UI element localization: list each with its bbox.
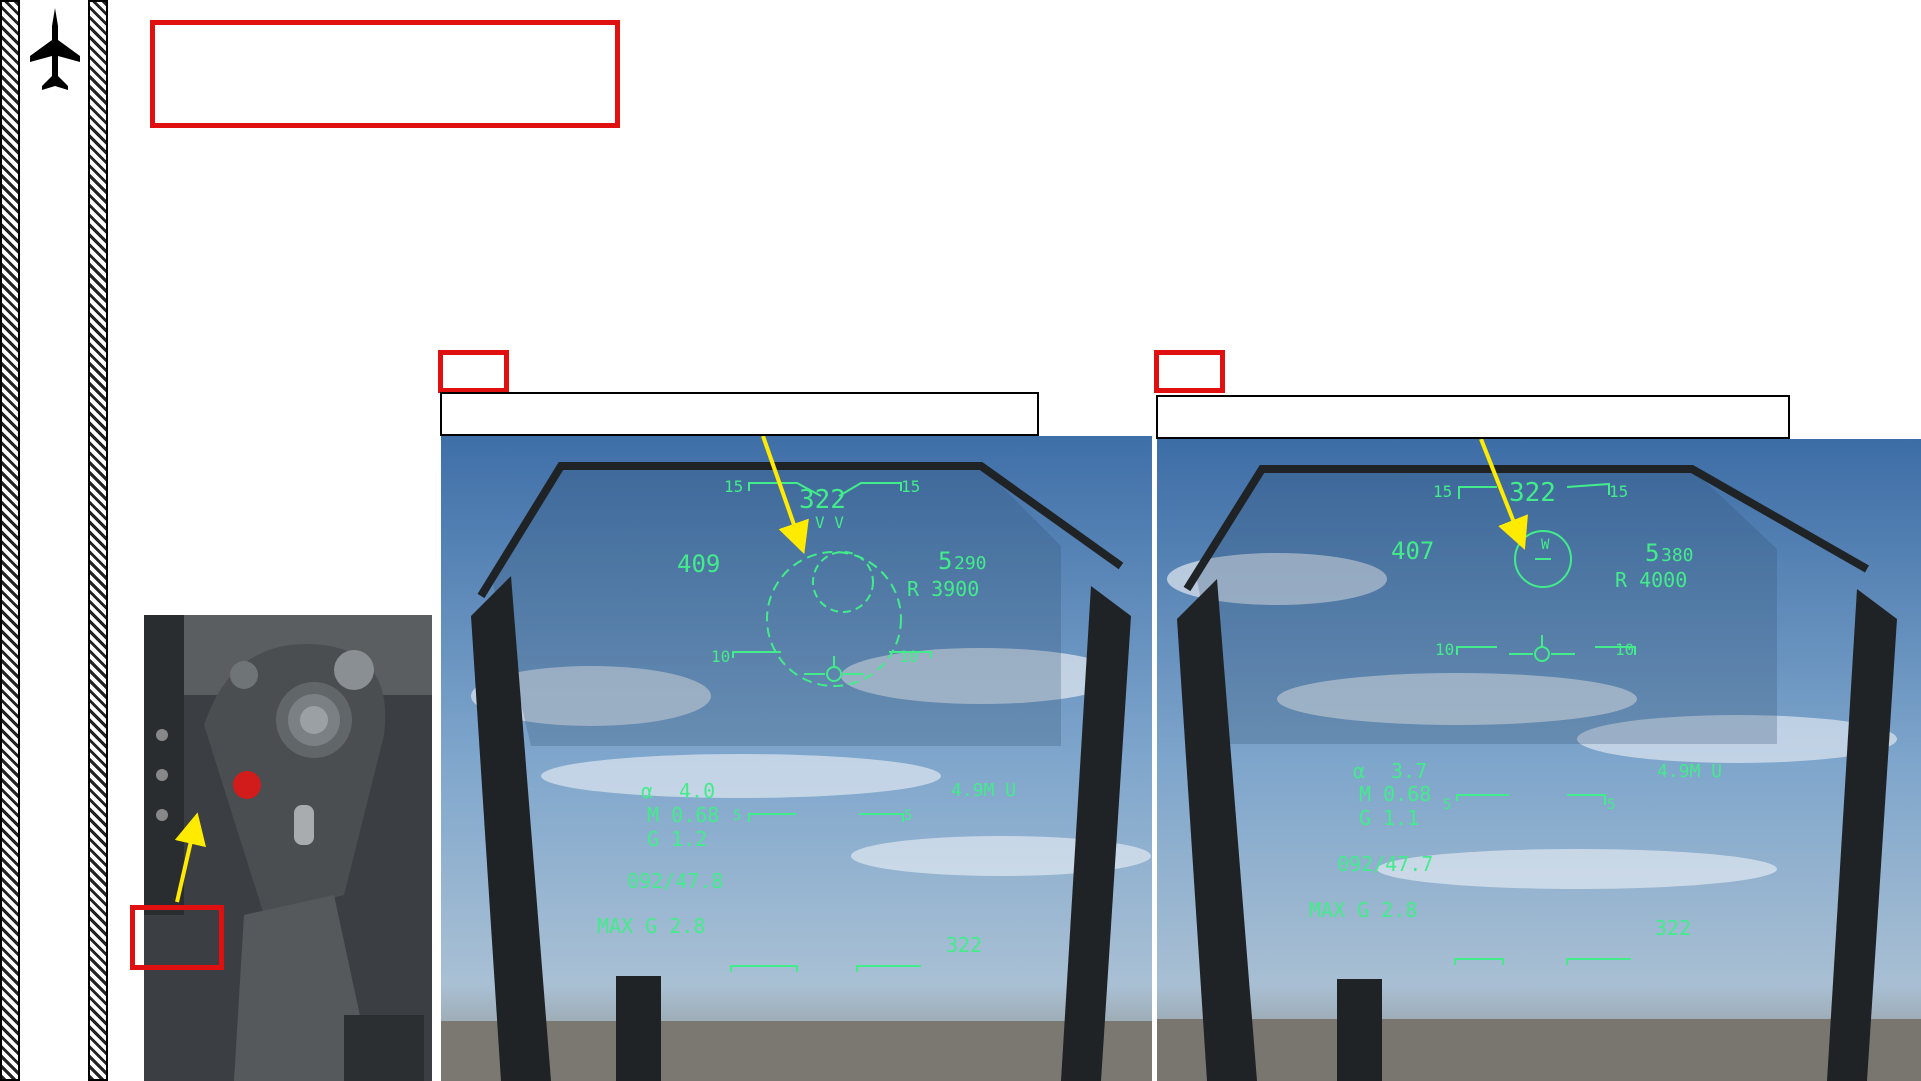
right-alpha: 3.7 [1391,759,1427,783]
left-pitch-15-left: 15 [724,477,743,496]
right-g: G 1.1 [1359,806,1419,830]
left-radar-alt: R 3900 [907,577,979,601]
left-altitude-small: 290 [954,553,987,574]
right-hud-view: 15 15 322 407 5 380 R 4000 W 10 10 α 3.7… [1157,439,1921,1081]
right-radar-alt: R 4000 [1615,568,1687,592]
left-max-g: MAX G 2.8 [597,914,705,938]
left-pitch-15-right: 15 [901,477,920,496]
stick-callout-box [130,905,224,970]
right-hatched-rail [88,0,108,1081]
left-hud-arrow [761,436,809,555]
left-pitch-10-right: 10 [899,647,918,666]
right-pitch-5-right: 5 [1607,797,1615,813]
stick-photo [144,615,432,1081]
left-mach: M 0.68 [647,803,719,827]
left-bearing: 092/47.8 [627,869,723,893]
left-hud-view: 15 15 322 V V 409 5 290 R 3900 10 10 α 4… [441,436,1152,1081]
left-bottom-heading: 322 [946,933,982,957]
left-step-callout-box [438,350,509,393]
right-hud-symbology: 15 15 322 407 5 380 R 4000 W 10 10 α 3.7… [1309,478,1722,965]
left-altitude-big: 5 [938,547,952,575]
left-pitch-10-left: 10 [711,647,730,666]
right-range: 4.9M U [1657,761,1722,782]
right-step-callout-box [1154,350,1225,393]
right-pitch-5-left: 5 [1443,797,1451,813]
right-hud-arrow [1479,439,1528,550]
svg-text:W: W [1541,537,1550,553]
right-altitude-big: 5 [1645,539,1659,567]
left-pitch-5-right: 5 [904,808,912,824]
svg-text:α: α [641,779,653,803]
right-pitch-15-left: 15 [1433,482,1452,501]
right-bearing: 092/47.7 [1337,852,1433,876]
right-heading: 322 [1509,478,1556,508]
left-pitch-5-left: 5 [733,808,741,824]
right-caption-box [1156,395,1790,439]
left-range: 4.9M U [951,780,1016,801]
title-callout-box [150,20,620,128]
right-mach: M 0.68 [1359,782,1431,806]
left-heading: 322 [799,485,846,515]
left-g: G 1.2 [647,827,707,851]
right-pitch-10-right: 10 [1615,640,1634,659]
left-airspeed: 409 [677,550,720,578]
right-bottom-heading: 322 [1655,916,1691,940]
left-alpha: 4.0 [679,779,715,803]
left-hud-symbology: 15 15 322 V V 409 5 290 R 3900 10 10 α 4… [597,477,1016,972]
right-pitch-15-right: 15 [1609,482,1628,501]
svg-text:α: α [1353,759,1365,783]
jet-aircraft-icon [30,8,80,90]
right-airspeed: 407 [1391,537,1434,565]
right-pitch-10-left: 10 [1435,640,1454,659]
right-altitude-small: 380 [1661,545,1694,566]
left-hatched-rail [0,0,20,1081]
right-max-g: MAX G 2.8 [1309,898,1417,922]
svg-text:V V: V V [815,513,844,532]
left-caption-box [440,392,1039,436]
